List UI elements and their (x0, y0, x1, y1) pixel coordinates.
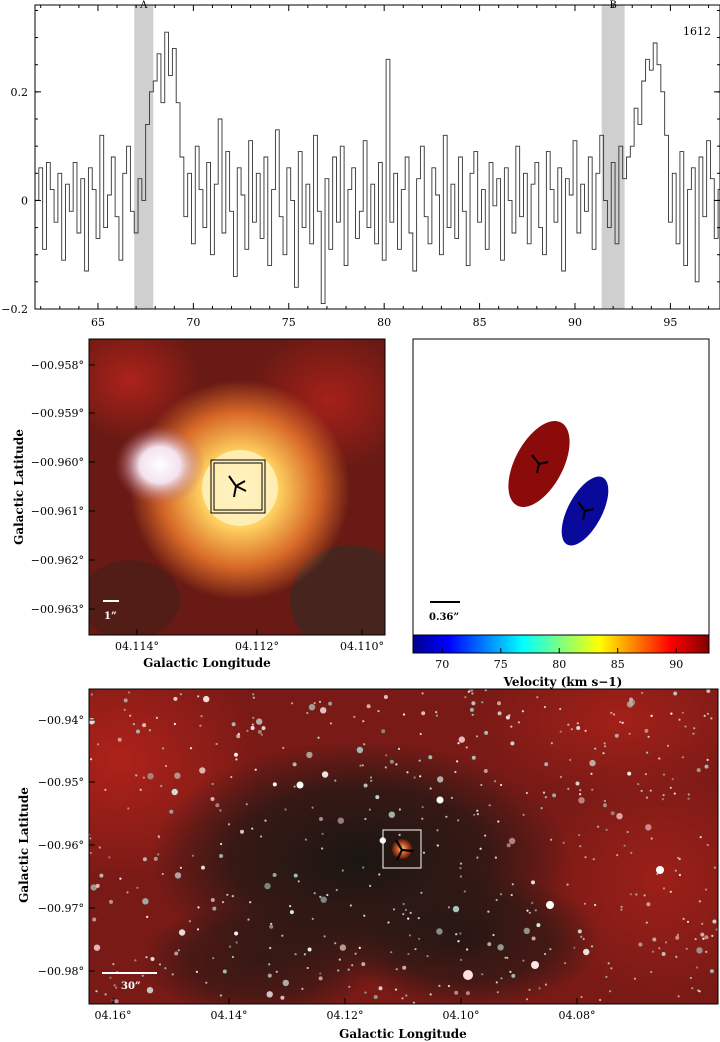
wide-scale-label: 30” (121, 981, 141, 992)
wide-image (89, 689, 718, 1004)
component-marker-A (531, 454, 549, 474)
velocity-x-label: Velocity (km s−1) (503, 675, 623, 689)
wide-image-panel: 30” 04.16° 04.14° 04.12° 04.10° 04.08° −00.94… (17, 688, 719, 1041)
zoom-image-panel: 1” 04.114° 04.112° 04.110° −00.958° −00.959°… (12, 338, 386, 670)
wide-x-tick-label: 04.16° (95, 1009, 132, 1022)
band-B (601, 5, 625, 309)
x-tick-label: 65 (91, 316, 105, 329)
y-tick-label: −0.2 (1, 303, 28, 316)
y-tick-label: 0.2 (11, 86, 29, 99)
colorbar-tick-label: 85 (611, 658, 625, 671)
zoom-y-tick-label: −00.960° (31, 456, 84, 469)
x-tick-label: 95 (663, 316, 677, 329)
zoom-y-tick-label: −00.963° (31, 603, 84, 616)
spectrum-line (35, 31, 720, 305)
colorbar-tick-label: 80 (552, 658, 566, 671)
zoom-x-label: Galactic Longitude (143, 656, 271, 670)
velocity-panel: 0.36” 70 75 80 85 90 Velocity (km s−1) (412, 338, 710, 689)
zoom-y-label: Galactic Latitude (12, 429, 26, 545)
velocity-components (508, 420, 609, 546)
zoom-y-tick-label: −00.959° (31, 407, 84, 420)
velocity-bands: AB (134, 0, 625, 309)
zoom-scale-label: 1” (104, 611, 117, 622)
velocity-scale-label: 0.36” (429, 612, 459, 623)
zoom-source-marker (228, 475, 247, 498)
colorbar-ticks: 70 75 80 85 90 (435, 648, 683, 671)
zoom-x-tick-label: 04.114° (115, 640, 159, 653)
spectrum-frame (34, 4, 720, 310)
x-tick-label: 90 (568, 316, 582, 329)
wide-y-tick-label: −00.95° (38, 776, 84, 789)
wide-x-label: Galactic Longitude (339, 1027, 467, 1041)
y-tick-label: 0 (21, 194, 28, 207)
wide-x-tick-label: 04.14° (211, 1009, 248, 1022)
wide-y-tick-label: −00.97° (38, 902, 84, 915)
colorbar-tick-label: 90 (669, 658, 683, 671)
x-tick-label: 75 (282, 316, 296, 329)
wide-y-tick-label: −00.96° (38, 839, 84, 852)
zoom-y-tick-label: −00.958° (31, 359, 84, 372)
spectrum-ticks: 65 70 75 80 85 90 95 −0.2 0 0.2 (1, 5, 720, 329)
wide-source-marker (395, 839, 414, 861)
wide-x-tick-label: 04.10° (443, 1009, 480, 1022)
colorbar-tick-label: 70 (435, 658, 449, 671)
zoom-y-tick-label: −00.962° (31, 554, 84, 567)
x-tick-label: 70 (186, 316, 200, 329)
x-tick-label: 80 (377, 316, 391, 329)
zoom-x-tick-label: 04.112° (235, 640, 279, 653)
zoom-ticks: 04.114° 04.112° 04.110° −00.958° −00.959° −00… (31, 359, 384, 653)
velocity-colorbar (412, 634, 710, 654)
spectrum-annotation: 1612 (683, 25, 711, 38)
spectrum-panel: AB 65 70 75 80 85 90 95 −0.2 0 0.2 1612 (1, 0, 720, 329)
wide-ticks: 04.16° 04.14° 04.12° 04.10° 04.08° −00.94° −00… (38, 714, 596, 1022)
wide-y-tick-label: −00.98° (38, 965, 84, 978)
x-tick-label: 85 (473, 316, 487, 329)
colorbar-tick-label: 75 (494, 658, 508, 671)
wide-y-label: Galactic Latitude (17, 787, 31, 903)
zoom-x-tick-label: 04.110° (340, 640, 384, 653)
wide-y-tick-label: −00.94° (38, 714, 84, 727)
component-marker-B (577, 501, 595, 521)
wide-x-tick-label: 04.08° (559, 1009, 596, 1022)
zoom-y-tick-label: −00.961° (31, 505, 84, 518)
band-A (134, 5, 154, 309)
wide-x-tick-label: 04.12° (327, 1009, 364, 1022)
